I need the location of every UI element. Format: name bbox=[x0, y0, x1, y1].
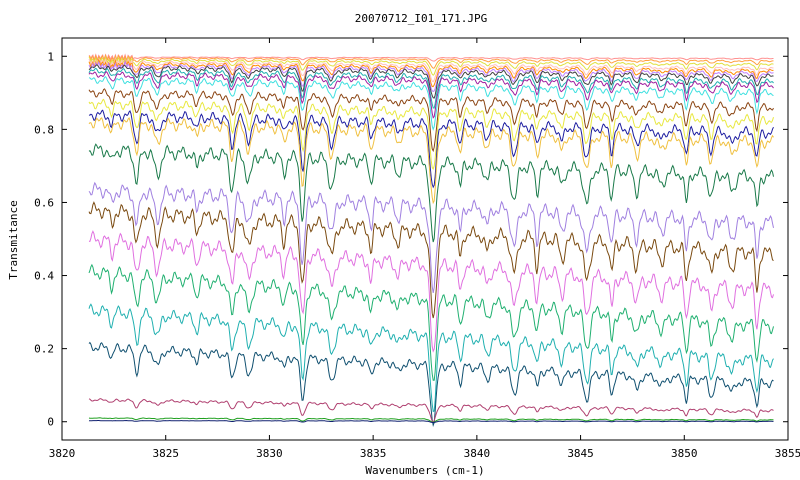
series-line-10 bbox=[88, 88, 774, 153]
series-line-22 bbox=[88, 417, 774, 423]
y-tick-label: 1 bbox=[47, 50, 54, 63]
plot-frame bbox=[61, 37, 789, 441]
series-line-3 bbox=[88, 57, 774, 83]
series-line-18 bbox=[88, 263, 774, 381]
series-line-5 bbox=[88, 59, 774, 93]
series-line-9 bbox=[88, 75, 774, 131]
x-tick-label: 3830 bbox=[256, 447, 283, 460]
x-tick-label: 3855 bbox=[775, 447, 800, 460]
series-line-7 bbox=[88, 67, 774, 109]
x-tick-label: 3845 bbox=[567, 447, 594, 460]
series-line-21 bbox=[88, 398, 774, 423]
series-line-0 bbox=[88, 53, 774, 62]
y-tick-label: 0.6 bbox=[34, 196, 54, 209]
series-line-11 bbox=[88, 98, 774, 170]
series-line-19 bbox=[88, 303, 774, 413]
series-line-20 bbox=[88, 341, 774, 428]
series-line-15 bbox=[88, 181, 774, 293]
series-line-13 bbox=[88, 117, 774, 205]
series-line-1 bbox=[88, 54, 774, 69]
y-axis-label: Transmitance bbox=[7, 200, 20, 279]
y-tick-label: 0.2 bbox=[34, 343, 54, 356]
x-tick-label: 3820 bbox=[49, 447, 76, 460]
y-axis: 0 0.2 0.4 0.6 0.8 1 bbox=[34, 50, 788, 429]
x-tick-label: 3825 bbox=[152, 447, 179, 460]
x-axis-label: Wavenumbers (cm-1) bbox=[365, 464, 484, 477]
x-tick-label: 3840 bbox=[464, 447, 491, 460]
y-tick-label: 0 bbox=[47, 416, 54, 429]
chart-title: 20070712_I01_171.JPG bbox=[355, 12, 487, 25]
x-axis: 3820 3825 3830 3835 3840 3845 3850 3855 bbox=[49, 38, 800, 460]
series-line-17 bbox=[88, 230, 774, 353]
x-tick-label: 3850 bbox=[671, 447, 698, 460]
series-line-14 bbox=[88, 143, 774, 243]
series-line-12 bbox=[88, 109, 774, 189]
y-tick-label: 0.4 bbox=[34, 270, 54, 283]
series-line-16 bbox=[88, 201, 774, 319]
series-line-6 bbox=[88, 64, 774, 99]
series-line-4 bbox=[88, 58, 774, 88]
series-line-2 bbox=[88, 55, 774, 76]
series-group bbox=[88, 53, 774, 428]
series-line-8 bbox=[88, 71, 774, 119]
x-tick-label: 3835 bbox=[360, 447, 387, 460]
series-line-23 bbox=[88, 419, 774, 423]
y-tick-label: 0.8 bbox=[34, 123, 54, 136]
